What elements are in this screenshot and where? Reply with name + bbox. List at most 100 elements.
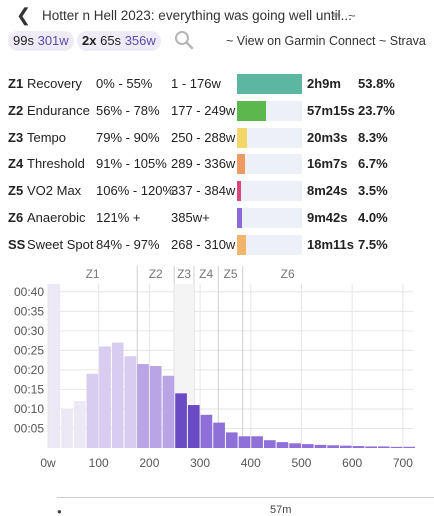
y-tick-label: 00:10 [14, 402, 44, 416]
y-tick-label: 00:05 [14, 421, 44, 435]
zone-name: Endurance [27, 102, 90, 118]
histogram-bar [162, 375, 175, 448]
search-icon[interactable] [174, 30, 194, 55]
zone-id: Z2 [8, 102, 24, 118]
x-tick-label: 100 [89, 456, 109, 470]
zone-ftp-percent: 91% - 105% [96, 156, 167, 172]
histogram-bar [314, 444, 327, 448]
zone-ftp-percent: 121% + [96, 210, 141, 225]
histogram-bar [73, 401, 86, 448]
x-tick-label: 0w [40, 456, 56, 470]
y-tick-label: 00:20 [14, 363, 44, 377]
zone-label: Z5 [223, 267, 237, 281]
zone-ftp-percent: 56% - 78% [96, 102, 160, 118]
zone-share: 3.5% [358, 183, 388, 199]
histogram-bar [200, 414, 213, 448]
histogram-bar [86, 373, 99, 448]
x-tick-label: 300 [190, 456, 210, 470]
zone-bar-track [237, 74, 302, 94]
zone-label: Z3 [177, 267, 191, 281]
zone-name: Threshold [27, 156, 85, 172]
histogram-bar [339, 445, 352, 448]
zone-id: Z3 [8, 129, 24, 145]
zone-id: SS [8, 236, 26, 252]
zone-id: Z5 [8, 183, 24, 199]
histogram-bar [149, 366, 162, 448]
histogram-bar [390, 446, 403, 448]
zone-bar-track [237, 208, 302, 228]
histogram-bar [137, 364, 149, 448]
histogram-bar [352, 446, 365, 448]
zone-time: 57m15s [307, 102, 355, 118]
zone-share: 23.7% [358, 102, 395, 118]
zone-bar-fill [237, 154, 246, 175]
x-tick-label: 400 [241, 456, 261, 470]
histogram-bar [187, 405, 200, 448]
zone-share: 53.8% [358, 76, 395, 91]
histogram-bar [251, 436, 263, 448]
peak-power-badge-2x65s: 2x 65s 356w [77, 31, 161, 51]
zone-label: Z4 [199, 267, 213, 281]
bottom-panel-divider [57, 497, 434, 498]
badge-repeat: 2x [82, 33, 97, 48]
x-tick-label: 700 [393, 456, 413, 470]
zone-name: Anaerobic [27, 210, 86, 225]
zone-bar-fill [237, 100, 266, 121]
y-tick-label: 00:30 [14, 324, 44, 338]
histogram-bar [378, 446, 390, 448]
histogram-bar [263, 440, 276, 448]
histogram-bar [365, 446, 378, 448]
zone-watt-range: 385w+ [171, 210, 210, 225]
zone-share: 6.7% [358, 156, 388, 172]
zone-name: Sweet Spot [27, 236, 94, 252]
zone-id: Z4 [8, 156, 24, 172]
zone-time: 20m3s [307, 129, 348, 145]
histogram-bar [327, 445, 339, 448]
chevron-left-icon[interactable]: ❮ [16, 5, 32, 25]
histogram-bar [276, 442, 289, 448]
histogram-bar [175, 393, 187, 448]
zone-watt-range: 289 - 336w [171, 156, 236, 172]
y-tick-label: 00:35 [14, 304, 44, 318]
zone-watt-range: 268 - 310w [171, 236, 236, 252]
histogram-bar [289, 443, 301, 448]
activity-title[interactable]: Hotter n Hell 2023: everything was going… [42, 8, 352, 23]
power-histogram-chart: 00:05 00:10 00:15 00:20 00:25 00:30 00:35 00:40… [14, 266, 416, 470]
zone-ftp-percent: 0% - 55% [96, 76, 153, 91]
zone-watt-range: 1 - 176w [171, 76, 221, 91]
zone-name: VO2 Max [27, 183, 82, 199]
zone-watt-range: 337 - 384w [171, 183, 236, 199]
zone-id: Z1 [8, 76, 24, 91]
x-tick-label: 500 [291, 456, 311, 470]
badge-duration: 99s [13, 33, 34, 48]
histogram-bar [403, 446, 416, 448]
zone-bar-fill [237, 208, 242, 228]
histogram-bar [225, 432, 238, 448]
pencil-icon[interactable]: ✏ [332, 10, 342, 22]
zone-time: 18m11s [307, 236, 354, 252]
x-tick-label: 600 [342, 456, 362, 470]
zone-row-z6: Z6 Anaerobic 121% + 385w+ 9m42s 4.0% [0, 208, 434, 228]
peak-power-badge-99s: 99s 301w [8, 31, 74, 51]
histogram-bar [61, 408, 73, 448]
histogram-bar [301, 444, 314, 448]
zone-bar-track [237, 127, 302, 148]
zone-share: 7.5% [358, 236, 388, 252]
x-tick-label: 200 [139, 456, 159, 470]
badge-watts: 356w [124, 33, 156, 48]
y-tick-label: 00:40 [14, 285, 44, 299]
zone-row-z2: Z2 Endurance 56% - 78% 177 - 249w 57m15s 23.7… [0, 100, 434, 121]
zone-watt-range: 250 - 288w [171, 129, 236, 145]
external-links[interactable]: ~ View on Garmin Connect ~ Strava [226, 34, 426, 48]
zone-name: Tempo [27, 129, 67, 145]
zone-share: 8.3% [358, 129, 388, 145]
histogram-bar [124, 356, 137, 448]
zone-id: Z6 [8, 210, 24, 225]
zone-bar-track [237, 154, 302, 175]
zone-ftp-percent: 79% - 90% [96, 129, 160, 145]
histogram-bar [99, 346, 111, 448]
badge-watts: 301w [37, 33, 69, 48]
zone-row-z4: Z4 Threshold 91% - 105% 289 - 336w 16m7s 6.7% [0, 154, 434, 175]
bottom-panel-label: 57m [270, 504, 292, 516]
histogram-bar [238, 436, 251, 448]
